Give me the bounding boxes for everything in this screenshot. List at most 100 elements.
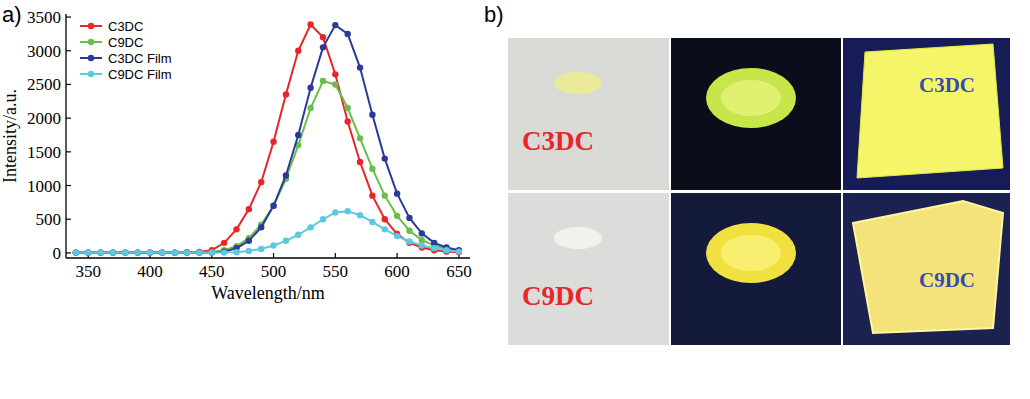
- y-tick-label: 1000: [27, 177, 61, 196]
- series-marker: [184, 249, 190, 255]
- y-tick: [66, 252, 71, 253]
- y-tick: [66, 50, 71, 51]
- series-marker: [295, 232, 301, 238]
- series-marker: [357, 64, 363, 70]
- series-marker: [233, 249, 239, 255]
- x-tick: [397, 253, 398, 258]
- series-line: [76, 211, 459, 252]
- series-marker: [97, 249, 103, 255]
- series-marker: [147, 249, 153, 255]
- series-marker: [295, 48, 301, 54]
- series-marker: [159, 249, 165, 255]
- x-tick-label: 600: [384, 262, 410, 281]
- powder: [554, 227, 602, 249]
- series-line: [76, 25, 459, 252]
- series-marker: [184, 249, 190, 255]
- series-marker: [258, 179, 264, 185]
- glowing-core: [721, 80, 781, 116]
- series-marker: [394, 190, 400, 196]
- series-marker: [246, 238, 252, 244]
- x-tick: [273, 253, 274, 258]
- series-marker: [221, 249, 227, 255]
- series-marker: [159, 249, 165, 255]
- series-marker: [122, 249, 128, 255]
- powder: [554, 72, 602, 94]
- series-marker: [258, 224, 264, 230]
- series-marker: [73, 249, 79, 255]
- series-marker: [73, 249, 79, 255]
- series-marker: [357, 159, 363, 165]
- series-marker: [456, 249, 462, 255]
- y-tick-label: 3500: [27, 8, 61, 27]
- series-marker: [147, 249, 153, 255]
- y-tick: [66, 118, 71, 119]
- series-marker: [344, 118, 350, 124]
- series-marker: [122, 249, 128, 255]
- y-tick-label: 2000: [27, 109, 61, 128]
- series-marker: [122, 249, 128, 255]
- series-marker: [85, 249, 91, 255]
- series-marker: [419, 242, 425, 248]
- film: [853, 201, 1003, 333]
- y-tick-label: 500: [36, 210, 62, 229]
- series-marker: [295, 132, 301, 138]
- series-marker: [369, 112, 375, 118]
- series-marker: [110, 249, 116, 255]
- series-marker: [419, 230, 425, 236]
- plot-area: [73, 21, 462, 256]
- series-marker: [307, 224, 313, 230]
- series-marker: [196, 249, 202, 255]
- photo-daylight: [508, 193, 669, 345]
- photo-film: [843, 193, 1010, 345]
- series-marker: [270, 139, 276, 145]
- y-tick-label: 0: [53, 244, 62, 263]
- legend-marker: [88, 23, 94, 29]
- x-axis: [66, 257, 470, 258]
- series-marker: [97, 249, 103, 255]
- powder-label: C3DC: [522, 126, 594, 156]
- series-marker: [394, 233, 400, 239]
- series-marker: [270, 203, 276, 209]
- series-marker: [73, 249, 79, 255]
- series-marker: [332, 81, 338, 87]
- series-marker: [382, 216, 388, 222]
- series-marker: [233, 226, 239, 232]
- series-marker: [196, 249, 202, 255]
- film-label: C9DC: [919, 268, 975, 292]
- series-marker: [406, 238, 412, 244]
- series-marker: [134, 249, 140, 255]
- series-marker: [382, 155, 388, 161]
- y-tick: [66, 16, 71, 17]
- series-marker: [406, 215, 412, 221]
- series-marker: [307, 85, 313, 91]
- series-marker: [332, 71, 338, 77]
- x-tick-label: 350: [75, 262, 101, 281]
- series-marker: [196, 249, 202, 255]
- series-marker: [184, 249, 190, 255]
- powder-label: C9DC: [522, 281, 594, 311]
- x-tick-label: 450: [199, 262, 225, 281]
- series-marker: [73, 249, 79, 255]
- glowing-powder: [706, 223, 796, 283]
- film-label: C3DC: [919, 73, 975, 97]
- series-marker: [97, 249, 103, 255]
- series-marker: [85, 249, 91, 255]
- series-marker: [134, 249, 140, 255]
- series-marker: [332, 209, 338, 215]
- y-tick: [66, 151, 71, 152]
- legend-marker: [88, 39, 94, 45]
- series-marker: [270, 242, 276, 248]
- series-marker: [320, 44, 326, 50]
- series-marker: [320, 34, 326, 40]
- series-marker: [369, 165, 375, 171]
- series-marker: [344, 208, 350, 214]
- series-marker: [431, 245, 437, 251]
- series-marker: [344, 105, 350, 111]
- series-marker: [147, 249, 153, 255]
- series-marker: [332, 22, 338, 28]
- series-marker: [320, 78, 326, 84]
- series-marker: [307, 105, 313, 111]
- panel-label: b): [484, 2, 504, 27]
- series-marker: [110, 249, 116, 255]
- photo-film: [843, 38, 1010, 190]
